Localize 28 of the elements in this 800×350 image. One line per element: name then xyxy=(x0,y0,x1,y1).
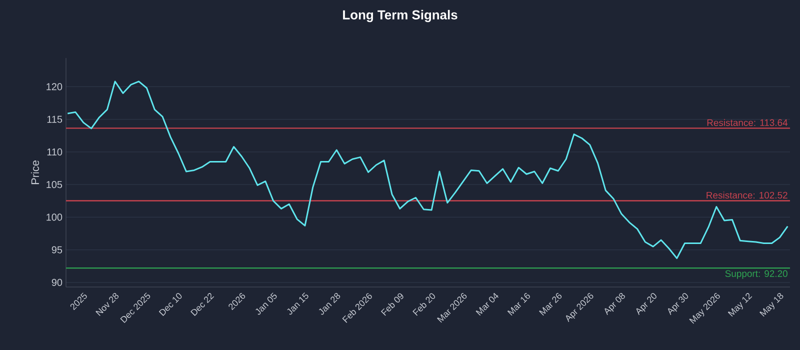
y-tick-label: 100 xyxy=(46,214,62,221)
x-tick-label: Apr 08 xyxy=(604,293,625,316)
ref-line-label: Support: 92.20 xyxy=(725,270,788,279)
x-tick-label: Apr 20 xyxy=(636,293,656,316)
chart-title: Long Term Signals xyxy=(343,10,458,22)
y-tick-label: 105 xyxy=(46,181,62,188)
x-tick-label: May 12 xyxy=(728,293,752,317)
x-tick-label: Jan 28 xyxy=(318,293,340,315)
x-tick-label: Mar 26 xyxy=(539,293,562,316)
y-tick-label: 120 xyxy=(46,83,62,90)
x-tick-label: Nov 28 xyxy=(96,293,119,316)
ref-line-label: Resistance: 113.64 xyxy=(707,119,788,126)
y-tick-label: 110 xyxy=(47,148,62,156)
x-tick-label: Mar 16 xyxy=(507,293,530,316)
x-tick-label: Dec 22 xyxy=(190,293,214,316)
y-axis-title: Price xyxy=(30,160,40,184)
x-tick-label: Mar 04 xyxy=(476,292,498,316)
x-tick-label: Dec 10 xyxy=(158,293,182,316)
y-tick-label: 90 xyxy=(52,278,62,286)
y-tick-label: 115 xyxy=(47,116,62,123)
x-tick-label: Feb 09 xyxy=(380,293,404,316)
x-tick-label: May 18 xyxy=(760,293,784,317)
x-tick-label: Feb 20 xyxy=(412,293,436,316)
x-tick-label: Apr 30 xyxy=(668,293,688,316)
x-tick-label: Jan 15 xyxy=(287,292,308,315)
x-tick-label: Jan 05 xyxy=(256,292,277,315)
y-tick-label: 95 xyxy=(52,246,62,254)
ref-line-label: Resistance: 102.52 xyxy=(706,192,788,199)
